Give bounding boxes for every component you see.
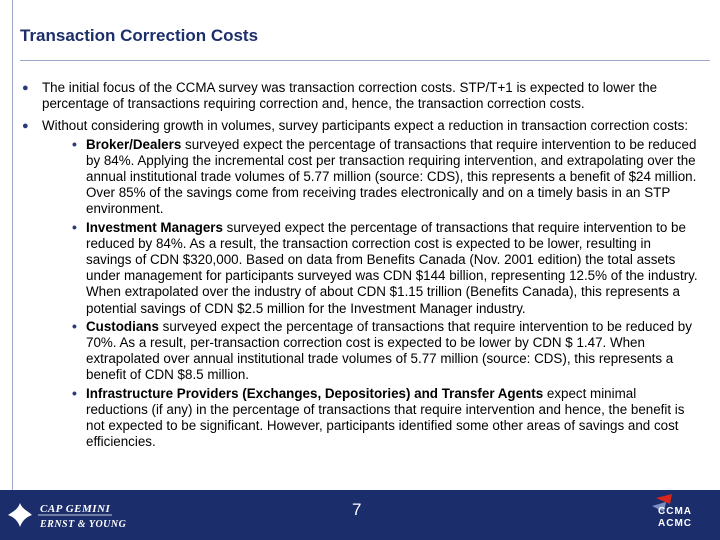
right-logo-line1: CCMA	[658, 506, 692, 517]
sub-bullet-dot-icon: •	[72, 135, 77, 152]
sub-bullet-text: surveyed expect the percentage of transa…	[86, 318, 692, 383]
bullet-item: ● Without considering growth in volumes,…	[20, 118, 700, 450]
sub-bullet-text: surveyed expect the percentage of transa…	[86, 219, 698, 316]
left-logo-line1: CAP GEMINI	[40, 503, 111, 515]
ccma-acmc-logo	[652, 494, 672, 512]
sub-bullet-dot-icon: •	[72, 384, 77, 401]
slide-body: ● The initial focus of the CCMA survey w…	[20, 80, 700, 492]
bullet-text: The initial focus of the CCMA survey was…	[42, 80, 658, 112]
footer-bar	[0, 490, 720, 540]
page-number: 7	[352, 500, 362, 519]
sub-bullet-item: • Investment Managers surveyed expect th…	[42, 218, 700, 317]
title-underline	[20, 60, 710, 61]
cap-gemini-ernst-young-logo	[4, 495, 114, 535]
sub-bullet-text: expect minimal reductions (if any) in th…	[86, 385, 685, 450]
sub-bullet-heading: Infrastructure Providers (Exchanges, Dep…	[86, 385, 544, 401]
left-vertical-rule	[12, 0, 13, 490]
bullet-dot-icon: ●	[22, 82, 29, 94]
bullet-dot-icon: ●	[22, 120, 29, 133]
sub-bullet-item: • Broker/Dealers surveyed expect the per…	[42, 135, 700, 218]
sub-bullet-dot-icon: •	[72, 218, 77, 235]
sub-bullet-dot-icon: •	[72, 317, 77, 334]
sub-bullet-heading: Broker/Dealers	[86, 136, 182, 152]
sub-bullet-heading: Custodians	[86, 318, 159, 334]
slide-title: Transaction Correction Costs	[20, 26, 259, 45]
sub-bullet-item: • Infrastructure Providers (Exchanges, D…	[42, 384, 700, 451]
bullet-text: Without considering growth in volumes, s…	[42, 118, 689, 134]
sub-bullet-text: surveyed expect the percentage of transa…	[86, 136, 697, 217]
right-logo-line2: ACMC	[658, 518, 692, 529]
bullet-item: ● The initial focus of the CCMA survey w…	[20, 80, 700, 112]
sub-bullet-item: • Custodians surveyed expect the percent…	[42, 317, 700, 384]
left-logo-line2: ERNST & YOUNG	[40, 519, 127, 530]
sub-bullet-heading: Investment Managers	[86, 219, 223, 235]
